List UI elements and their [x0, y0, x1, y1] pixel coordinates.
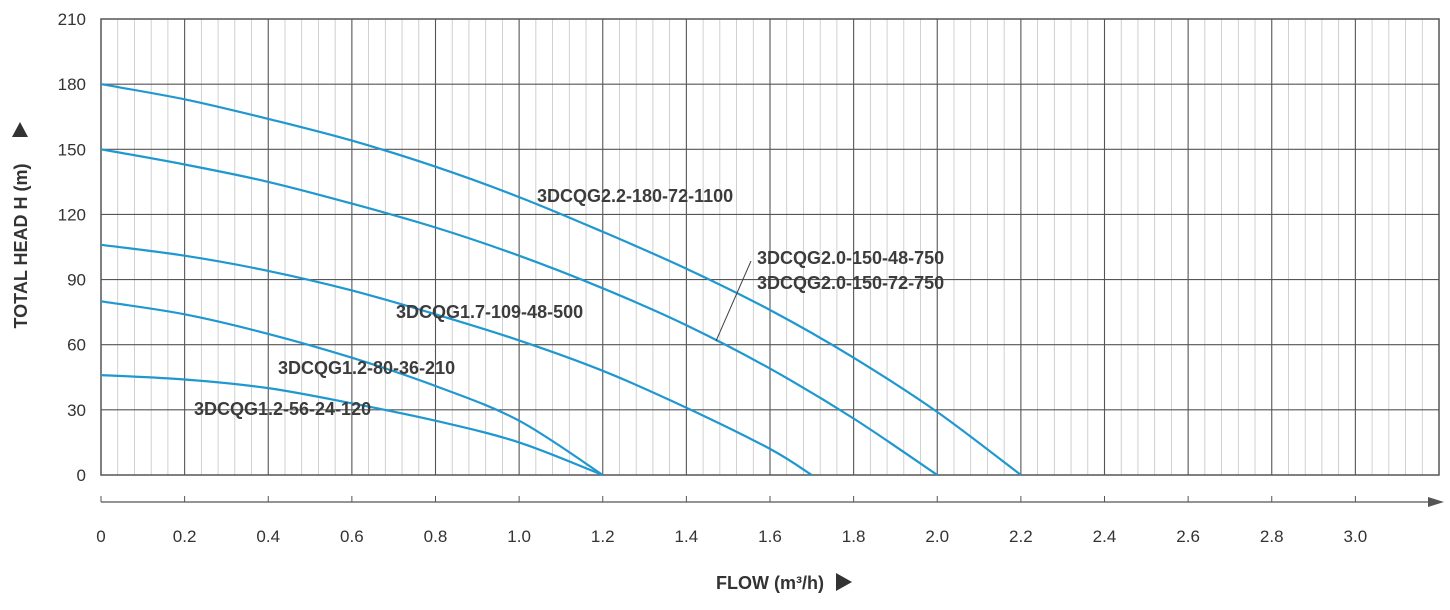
x-axis [100, 496, 1444, 507]
x-tick-label: 2.6 [1176, 527, 1200, 546]
y-axis-title: TOTAL HEAD H (m) [11, 163, 31, 328]
x-tick-label: 2.4 [1093, 527, 1117, 546]
series-layer [100, 83, 1022, 477]
y-tick-label: 90 [67, 271, 86, 290]
y-tick-label: 30 [67, 401, 86, 420]
x-axis-arrow [1428, 497, 1444, 507]
y-tick-label: 120 [58, 205, 86, 224]
y-tick-label: 60 [67, 336, 86, 355]
x-tick-label: 2.2 [1009, 527, 1033, 546]
y-axis-title-arrow-icon [12, 122, 28, 137]
series-line-3dcqg2-0-150-48-750 [100, 148, 938, 476]
series-line-3dcqg1-2-80-36-210 [100, 300, 604, 476]
series-labels: 3DCQG2.2-180-72-1100 3DCQG2.0-150-48-750… [194, 186, 944, 419]
label-3dcqg1-2-56-24-120: 3DCQG1.2-56-24-120 [194, 399, 371, 419]
leader-line [715, 260, 752, 342]
x-axis-title: FLOW (m³/h) [716, 573, 824, 593]
x-tick-label: 1.6 [758, 527, 782, 546]
label-3dcqg1-2-80-36-210: 3DCQG1.2-80-36-210 [278, 358, 455, 378]
label-3dcqg2-0-150-72-750: 3DCQG2.0-150-72-750 [757, 273, 944, 293]
x-tick-labels: 0 0.2 0.4 0.6 0.8 1.0 1.2 1.4 1.6 1.8 2.0 2.2 2.4 2.6… [96, 527, 1367, 546]
x-tick-label: 0.8 [424, 527, 448, 546]
y-tick-label: 0 [77, 466, 86, 485]
y-tick-label: 210 [58, 10, 86, 29]
x-axis-ticks [100, 496, 1356, 502]
x-tick-label: 1.0 [507, 527, 531, 546]
y-tick-label: 180 [58, 75, 86, 94]
x-tick-label: 1.4 [675, 527, 699, 546]
minor-grid [117, 19, 1423, 475]
y-tick-labels: 0 30 60 90 120 150 180 210 [58, 10, 86, 485]
y-tick-label: 150 [58, 140, 86, 159]
series-line-3dcqg2-2-180-72-1100 [100, 83, 1022, 476]
series-line-3dcqg1-7-109-48-500 [100, 243, 813, 476]
label-3dcqg2-2-180-72-1100: 3DCQG2.2-180-72-1100 [537, 186, 733, 206]
x-tick-label: 0.4 [256, 527, 280, 546]
major-grid [101, 19, 1439, 475]
series-line-3dcqg1-2-56-24-120 [100, 374, 604, 477]
x-tick-label: 0.6 [340, 527, 364, 546]
x-tick-label: 2.8 [1260, 527, 1284, 546]
plot-frame [100, 18, 1440, 476]
x-tick-label: 3.0 [1344, 527, 1368, 546]
x-tick-label: 1.8 [842, 527, 866, 546]
label-3dcqg1-7-109-48-500: 3DCQG1.7-109-48-500 [396, 302, 583, 322]
label-3dcqg2-0-150-48-750: 3DCQG2.0-150-48-750 [757, 248, 944, 268]
x-axis-title-arrow-icon [836, 573, 852, 591]
x-tick-label: 2.0 [925, 527, 949, 546]
x-tick-label: 0 [96, 527, 105, 546]
x-tick-label: 0.2 [173, 527, 197, 546]
x-tick-label: 1.2 [591, 527, 615, 546]
